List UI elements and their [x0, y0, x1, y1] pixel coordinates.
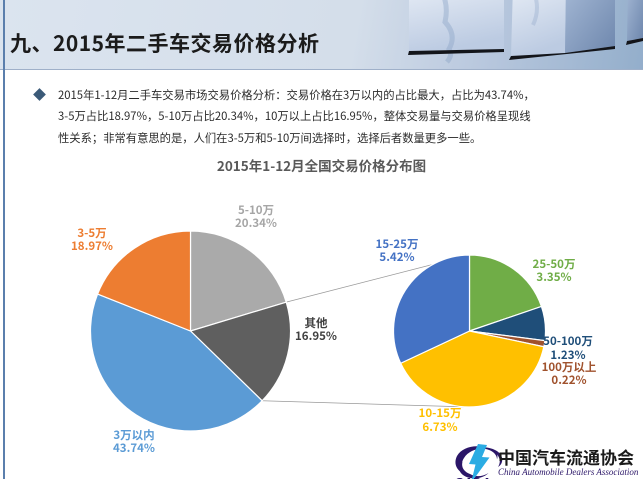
svg-text:6.73%: 6.73%	[422, 419, 457, 435]
svg-text:5.42%: 5.42%	[379, 249, 414, 265]
svg-text:16.95%: 16.95%	[295, 328, 337, 344]
svg-text:3.35%: 3.35%	[536, 269, 571, 285]
svg-text:18.97%: 18.97%	[71, 238, 113, 254]
svg-text:0.22%: 0.22%	[551, 372, 586, 388]
svg-text:20.34%: 20.34%	[235, 215, 277, 231]
svg-text:43.74%: 43.74%	[113, 440, 155, 456]
svg-text:China Automobile Dealers Assoc: China Automobile Dealers Association	[498, 467, 639, 477]
svg-text:中国汽车流通协会: 中国汽车流通协会	[498, 444, 634, 469]
svg-text:CADA: CADA	[454, 475, 490, 479]
